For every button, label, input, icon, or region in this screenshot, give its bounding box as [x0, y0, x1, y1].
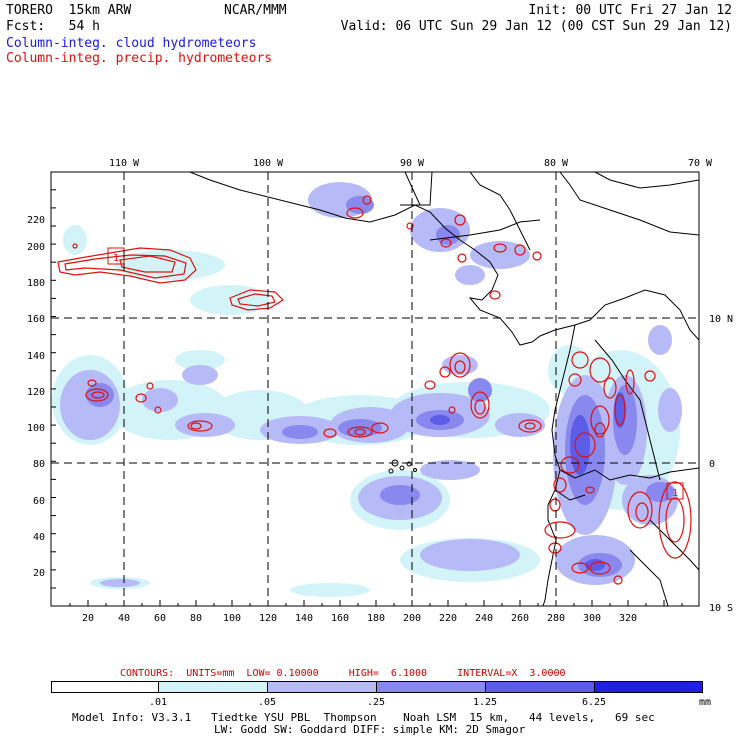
lon-label-110w: 110 W [109, 158, 140, 169]
lon-label-90w: 90 W [400, 158, 425, 169]
lat-label-equator: 0 [709, 459, 715, 470]
colorbar-bin-1 [51, 681, 159, 693]
colorbar-bin-4 [376, 681, 486, 693]
marker-label: 1 [672, 488, 678, 499]
x-tick-label: 20 [82, 613, 94, 624]
precip-contours [57, 195, 692, 585]
init-time: Init: 00 UTC Fri 27 Jan 12 [528, 3, 733, 18]
x-tick-label: 180 [367, 613, 385, 624]
y-tick-label: 160 [27, 314, 45, 325]
contours-info: CONTOURS: UNITS=mm LOW= 0.10000 HIGH= 6.… [120, 668, 566, 679]
organization-label: NCAR/MMM [224, 3, 287, 18]
lat-label-10n: 10 N [709, 314, 733, 325]
x-tick-label: 100 [223, 613, 241, 624]
y-tick-marks [51, 189, 56, 589]
x-tick-label: 240 [475, 613, 493, 624]
cloud-field-title: Column-integ. cloud hydrometeors [6, 36, 257, 51]
model-title: TORERO 15km ARW [6, 3, 132, 18]
model-info-line: Model Info: V3.3.1 Tiedtke YSU PBL Thomp… [72, 711, 655, 724]
lon-label-100w: 100 W [253, 158, 284, 169]
lon-label-70w: 70 W [688, 158, 713, 169]
x-tick-label: 40 [118, 613, 130, 624]
colorbar-label: .05 [257, 697, 277, 708]
galapagos-islands [388, 459, 417, 474]
colorbar-label: 6.25 [581, 697, 607, 708]
y-tick-label: 140 [27, 351, 45, 362]
coastlines [189, 172, 699, 606]
x-tick-label: 120 [259, 613, 277, 624]
lat-label-10s: 10 S [709, 603, 733, 614]
y-tick-label: 20 [33, 568, 45, 579]
x-tick-label: 60 [154, 613, 166, 624]
x-tick-label: 200 [403, 613, 421, 624]
colorbar-label: .01 [148, 697, 168, 708]
precip-field-title: Column-integ. precip. hydrometeors [6, 51, 273, 66]
colorbar-bin-5 [485, 681, 595, 693]
x-tick-label: 220 [439, 613, 457, 624]
x-tick-label: 140 [295, 613, 313, 624]
y-tick-label: 60 [33, 496, 45, 507]
x-tick-label: 280 [547, 613, 565, 624]
x-tick-label: 320 [619, 613, 637, 624]
y-tick-label: 200 [27, 242, 45, 253]
colorbar-bin-2 [158, 681, 268, 693]
y-tick-label: 120 [27, 387, 45, 398]
colorbar-label: .25 [366, 697, 386, 708]
physics-info-line: LW: Godd SW: Goddard DIFF: simple KM: 2D… [214, 723, 526, 736]
cloud-level-4-shading [430, 392, 626, 571]
x-tick-label: 260 [511, 613, 529, 624]
y-tick-label: 40 [33, 532, 45, 543]
colorbar-label: 1.25 [472, 697, 498, 708]
marker-box-east: 1 [666, 482, 684, 500]
x-tick-label: 160 [331, 613, 349, 624]
latlon-grid [51, 172, 699, 606]
x-tick-marks [69, 600, 683, 606]
y-tick-label: 80 [33, 459, 45, 470]
forecast-hour: Fcst: 54 h [6, 19, 100, 34]
x-tick-label: 300 [583, 613, 601, 624]
marker-label: 1 [113, 253, 119, 264]
y-tick-label: 100 [27, 423, 45, 434]
valid-time: Valid: 06 UTC Sun 29 Jan 12 (00 CST Sun … [340, 19, 732, 34]
x-tick-label: 80 [190, 613, 202, 624]
lon-label-80w: 80 W [544, 158, 569, 169]
y-tick-label: 220 [27, 215, 45, 226]
y-tick-label: 180 [27, 278, 45, 289]
colorbar-unit: mm [698, 697, 712, 708]
colorbar-bin-3 [267, 681, 377, 693]
colorbar-bin-6 [594, 681, 703, 693]
